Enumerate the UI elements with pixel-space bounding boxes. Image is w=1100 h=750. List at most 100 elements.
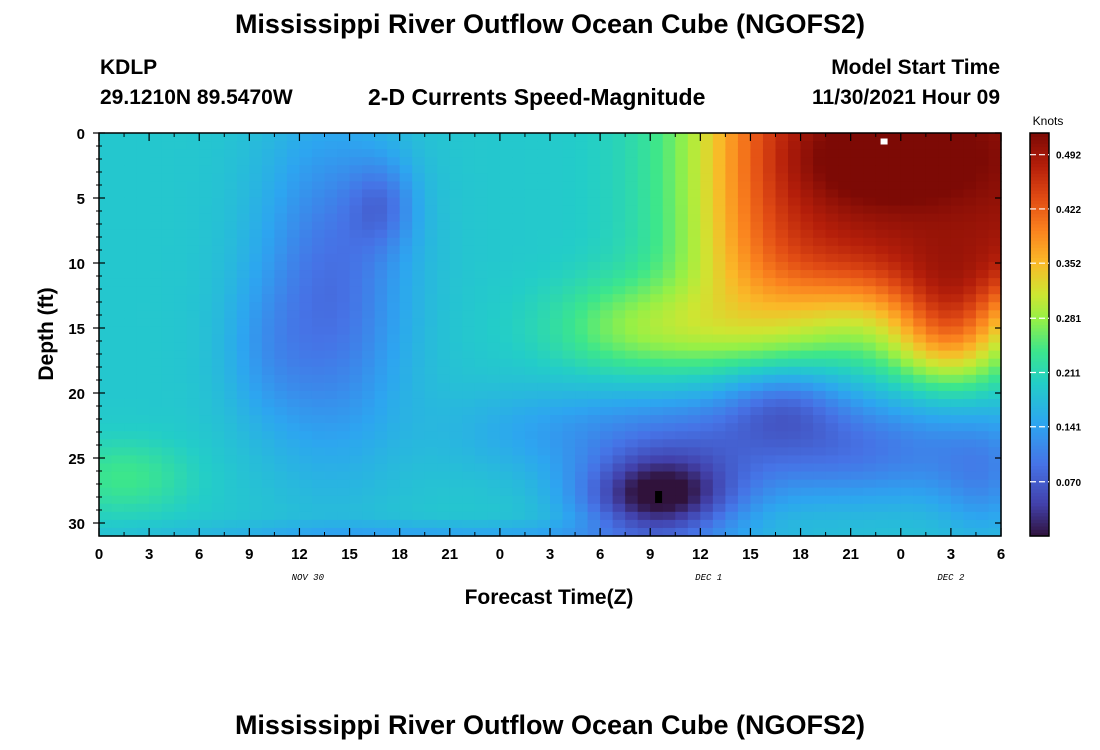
heatmap-cell <box>487 237 501 247</box>
colorbar-segment <box>1030 274 1049 279</box>
colorbar-segment <box>1030 364 1049 369</box>
heatmap-cell <box>712 503 726 513</box>
heatmap-cell <box>136 189 150 199</box>
heatmap-cell <box>988 205 1002 215</box>
heatmap-cell <box>637 237 651 247</box>
heatmap-cell <box>449 374 463 384</box>
heatmap-cell <box>337 286 351 295</box>
heatmap-cell <box>349 237 363 247</box>
heatmap-cell <box>412 382 426 392</box>
heatmap-cell <box>675 205 689 215</box>
heatmap-cell <box>788 294 802 303</box>
heatmap-cell <box>662 181 676 191</box>
heatmap-cell <box>950 350 965 360</box>
heatmap-cell <box>161 374 175 384</box>
heatmap-cell <box>161 527 175 537</box>
heatmap-cell <box>286 149 301 158</box>
heatmap-cell <box>575 181 589 191</box>
heatmap-cell <box>424 455 438 465</box>
heatmap-cell <box>174 374 188 384</box>
heatmap-cell <box>612 245 626 255</box>
heatmap-cell <box>975 423 990 432</box>
heatmap-cell <box>825 366 839 376</box>
heatmap-cell <box>387 398 401 408</box>
heatmap-cell <box>199 205 213 215</box>
heatmap-cell <box>913 270 927 279</box>
heatmap-cell <box>399 189 413 199</box>
heatmap-cell <box>550 149 564 158</box>
heatmap-cell <box>211 398 225 408</box>
heatmap-cell <box>650 133 664 142</box>
heatmap-cell <box>124 229 138 239</box>
heatmap-cell <box>199 133 213 142</box>
heatmap-cell <box>324 197 338 207</box>
heatmap-cell <box>299 527 313 537</box>
heatmap-cell <box>600 358 614 368</box>
heatmap-cell <box>938 197 952 207</box>
heatmap-cell <box>925 439 939 448</box>
heatmap-cell <box>487 479 501 489</box>
heatmap-cell <box>813 431 827 440</box>
heatmap-cell <box>349 270 363 279</box>
heatmap-cell <box>950 479 965 489</box>
heatmap-cell <box>625 407 639 416</box>
heatmap-cell <box>863 189 877 199</box>
heatmap-cell <box>662 423 676 432</box>
heatmap-cell <box>512 173 526 182</box>
heatmap-cell <box>875 342 889 352</box>
heatmap-cell <box>149 245 163 255</box>
heatmap-cell <box>99 415 113 424</box>
heatmap-cell <box>149 350 163 360</box>
heatmap-cell <box>224 270 238 279</box>
heatmap-cell <box>687 205 701 215</box>
heatmap-cell <box>261 245 275 255</box>
heatmap-cell <box>99 181 113 191</box>
heatmap-cell <box>788 439 802 448</box>
heatmap-cell <box>637 318 651 328</box>
heatmap-cell <box>424 165 438 174</box>
heatmap-cell <box>311 471 326 481</box>
heatmap-cell <box>437 245 451 255</box>
heatmap-cell <box>136 261 150 271</box>
heatmap-cell <box>299 479 313 489</box>
heatmap-cell <box>950 390 965 400</box>
heatmap-cell <box>374 503 388 513</box>
heatmap-cell <box>612 165 626 174</box>
heatmap-cell <box>950 197 965 207</box>
heatmap-cell <box>712 511 726 521</box>
heatmap-cell <box>637 286 651 295</box>
heatmap-cell <box>499 487 514 497</box>
heatmap-cell <box>161 415 175 424</box>
y-tick-label: 10 <box>68 256 85 273</box>
heatmap-cell <box>662 415 676 424</box>
heatmap-cell <box>299 213 313 223</box>
heatmap-cell <box>437 270 451 279</box>
heatmap-cell <box>124 197 138 207</box>
heatmap-cell <box>913 527 927 537</box>
heatmap-cell <box>725 181 739 191</box>
heatmap-cell <box>412 495 426 505</box>
date-label: NOV 30 <box>292 573 325 583</box>
heatmap-cell <box>462 318 476 328</box>
heatmap-cell <box>412 133 426 142</box>
heatmap-cell <box>575 527 589 537</box>
heatmap-cell <box>850 133 864 142</box>
heatmap-cell <box>913 245 927 255</box>
heatmap-cell <box>875 334 889 344</box>
heatmap-cell <box>474 133 488 142</box>
heatmap-cell <box>499 439 514 448</box>
heatmap-cell <box>512 149 526 158</box>
heatmap-cell <box>600 165 614 174</box>
heatmap-cell <box>850 342 864 352</box>
heatmap-cell <box>550 423 564 432</box>
heatmap-cell <box>825 447 839 456</box>
heatmap-cell <box>963 439 977 448</box>
x-tick-label: 0 <box>897 546 905 563</box>
heatmap-cell <box>537 237 551 247</box>
heatmap-cell <box>437 431 451 440</box>
colorbar-segment <box>1030 358 1049 362</box>
heatmap-cell <box>587 407 601 416</box>
heatmap-cell <box>211 447 225 456</box>
heatmap-cell <box>687 302 701 311</box>
heatmap-cell <box>687 149 701 158</box>
